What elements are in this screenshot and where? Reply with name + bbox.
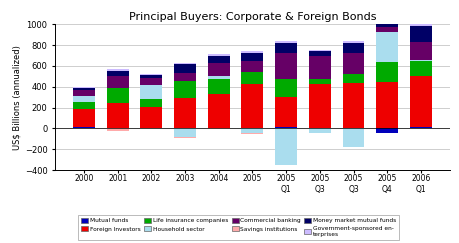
Bar <box>174 63 196 64</box>
Bar <box>410 127 432 129</box>
Bar <box>174 64 196 73</box>
Bar <box>208 54 230 56</box>
Bar <box>410 60 432 61</box>
Bar <box>73 87 95 88</box>
Bar <box>410 26 432 42</box>
Bar <box>342 129 364 147</box>
Bar <box>376 32 398 62</box>
Bar <box>275 129 297 165</box>
Bar <box>342 42 364 43</box>
Bar <box>376 62 398 82</box>
Bar <box>107 103 129 128</box>
Bar <box>241 61 263 72</box>
Bar <box>275 97 297 127</box>
Bar <box>208 128 230 129</box>
Bar <box>208 56 230 63</box>
Bar <box>107 129 129 130</box>
Bar <box>73 96 95 102</box>
Y-axis label: US$ Billions (annualized): US$ Billions (annualized) <box>13 45 22 150</box>
Bar <box>208 129 230 130</box>
Bar <box>309 84 331 128</box>
Bar <box>140 74 162 75</box>
Bar <box>309 50 331 51</box>
Bar <box>241 128 263 129</box>
Title: Principal Buyers: Corporate & Foreign Bonds: Principal Buyers: Corporate & Foreign Bo… <box>129 12 376 22</box>
Bar <box>376 82 398 129</box>
Bar <box>241 129 263 133</box>
Bar <box>174 98 196 128</box>
Bar <box>241 51 263 53</box>
Bar <box>174 137 196 138</box>
Bar <box>309 129 331 133</box>
Bar <box>174 73 196 81</box>
Legend: Mutual funds, Foreign Investors, Life insurance companies, Household sector, Com: Mutual funds, Foreign Investors, Life in… <box>78 215 399 240</box>
Bar <box>107 69 129 71</box>
Bar <box>107 71 129 76</box>
Bar <box>275 127 297 129</box>
Bar <box>107 128 129 129</box>
Bar <box>140 75 162 78</box>
Bar <box>275 79 297 97</box>
Bar <box>376 13 398 15</box>
Bar <box>208 63 230 76</box>
Bar <box>342 43 364 53</box>
Bar <box>174 81 196 98</box>
Bar <box>376 27 398 32</box>
Bar <box>275 41 297 43</box>
Bar <box>73 90 95 96</box>
Bar <box>241 133 263 134</box>
Bar <box>410 76 432 127</box>
Bar <box>208 76 230 79</box>
Bar <box>275 43 297 53</box>
Bar <box>309 79 331 84</box>
Bar <box>241 72 263 84</box>
Bar <box>342 74 364 83</box>
Bar <box>140 107 162 128</box>
Bar <box>376 15 398 27</box>
Bar <box>241 53 263 61</box>
Bar <box>107 88 129 103</box>
Bar <box>309 51 331 56</box>
Bar <box>241 84 263 128</box>
Bar <box>107 76 129 88</box>
Bar <box>140 99 162 107</box>
Bar <box>410 23 432 26</box>
Bar <box>342 128 364 129</box>
Bar <box>174 128 196 129</box>
Bar <box>342 53 364 74</box>
Bar <box>208 79 230 94</box>
Bar <box>208 94 230 128</box>
Bar <box>140 85 162 99</box>
Bar <box>73 109 95 127</box>
Bar <box>140 78 162 85</box>
Bar <box>309 56 331 79</box>
Bar <box>275 53 297 79</box>
Bar <box>73 88 95 90</box>
Bar <box>376 129 398 133</box>
Bar <box>73 102 95 109</box>
Bar <box>140 128 162 129</box>
Bar <box>410 42 432 60</box>
Bar <box>309 128 331 129</box>
Bar <box>410 61 432 76</box>
Bar <box>342 83 364 128</box>
Bar <box>174 129 196 137</box>
Bar <box>73 127 95 129</box>
